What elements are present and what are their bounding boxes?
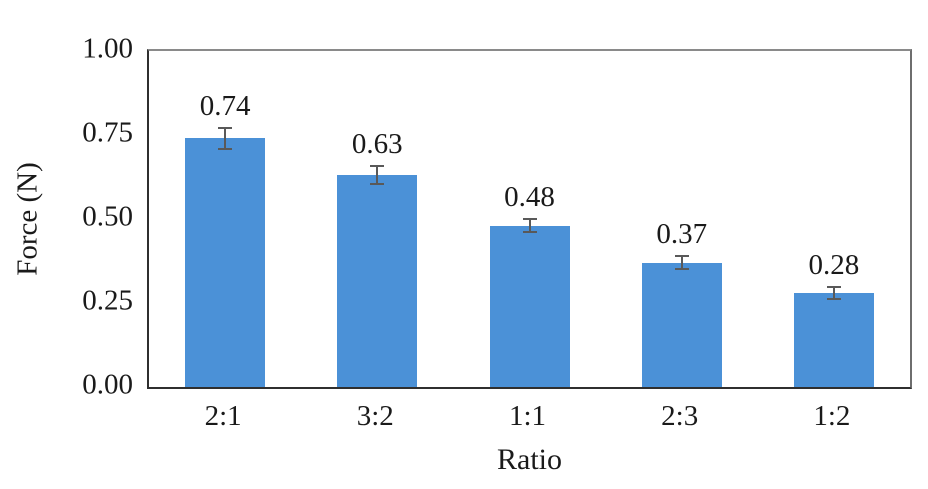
error-bar-cap-bottom bbox=[674, 268, 689, 271]
y-axis: 1.00 0.75 0.50 0.25 0.00 bbox=[0, 34, 133, 399]
error-bar-line bbox=[832, 286, 835, 300]
bar bbox=[185, 138, 266, 387]
x-tick-label: 2:1 bbox=[204, 400, 242, 432]
y-tick-label: 0.00 bbox=[82, 368, 133, 401]
error-bar-line bbox=[680, 255, 683, 271]
bar-value-label: 0.63 bbox=[351, 128, 403, 161]
y-tick-label: 0.75 bbox=[82, 116, 133, 149]
bar bbox=[337, 175, 418, 387]
x-tick-label: 2:3 bbox=[661, 400, 699, 432]
error-bar bbox=[218, 126, 233, 151]
bar-value-label: 0.28 bbox=[808, 249, 860, 282]
bar-value-label: 0.37 bbox=[656, 218, 708, 251]
x-tick-label: 1:2 bbox=[813, 400, 851, 432]
bar-value-label: 0.74 bbox=[199, 89, 251, 122]
bar bbox=[489, 225, 570, 387]
plot-area: 0.74 0.63 0.48 0.37 0.28 bbox=[147, 49, 912, 389]
bar-value-label: 0.48 bbox=[504, 181, 555, 214]
x-axis: 2:1 3:2 1:1 2:3 1:2 bbox=[147, 399, 912, 437]
error-bar-cap-top bbox=[674, 255, 689, 258]
error-bar-cap-bottom bbox=[218, 148, 233, 151]
bar bbox=[793, 292, 874, 387]
error-bar-line bbox=[528, 218, 531, 234]
error-bar-line bbox=[376, 165, 379, 186]
y-tick-label: 0.25 bbox=[82, 284, 133, 317]
error-bar bbox=[370, 165, 385, 186]
x-tick-label: 1:1 bbox=[508, 400, 547, 432]
error-bar-line bbox=[224, 126, 227, 151]
error-bar-cap-top bbox=[826, 286, 841, 289]
y-tick-label: 0.50 bbox=[82, 200, 133, 233]
x-axis-title: Ratio bbox=[497, 443, 562, 476]
error-bar bbox=[826, 286, 841, 300]
error-bar bbox=[674, 255, 689, 271]
error-bar-cap-top bbox=[218, 126, 233, 129]
error-bar bbox=[522, 218, 537, 234]
error-bar-cap-bottom bbox=[826, 297, 841, 300]
error-bar-cap-top bbox=[370, 165, 385, 168]
bar bbox=[641, 262, 722, 387]
x-tick-label: 3:2 bbox=[356, 400, 394, 432]
error-bar-cap-bottom bbox=[370, 183, 385, 186]
error-bar-cap-top bbox=[522, 218, 537, 221]
y-tick-label: 1.00 bbox=[82, 32, 133, 65]
error-bar-cap-bottom bbox=[522, 231, 537, 234]
